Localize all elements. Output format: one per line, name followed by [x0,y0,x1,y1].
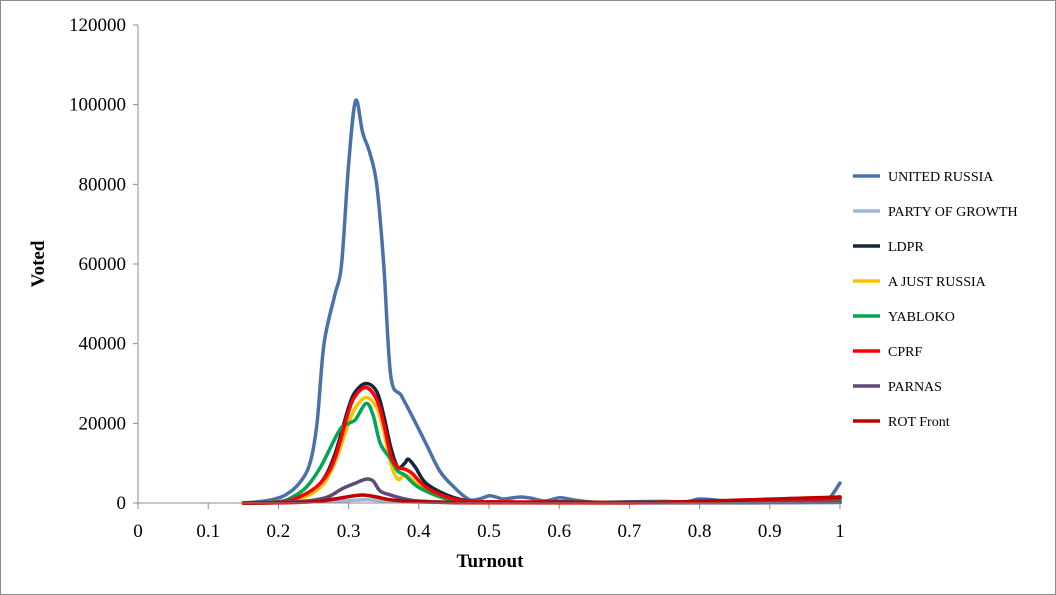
y-tick-label: 40000 [79,334,127,355]
y-tick-label: 100000 [69,95,126,116]
x-tick-label: 0.4 [407,521,431,542]
series-line-yabloko [241,401,842,505]
x-tick-label: 0.8 [688,521,712,542]
legend-label-rot-front: ROT Front [888,415,950,430]
x-tick-label: 0.2 [267,521,291,542]
legend-label-cprf: CPRF [888,345,922,360]
series-line-a-just-russia [241,395,842,505]
legend-label-yabloko: YABLOKO [888,310,955,325]
x-axis-title: Turnout [457,551,525,572]
y-tick-label: 0 [117,493,127,514]
y-tick-label: 60000 [79,254,127,275]
x-tick-label: 0 [133,521,143,542]
x-tick-label: 1 [835,521,845,542]
x-tick-label: 0.6 [547,521,571,542]
y-tick-label: 20000 [79,413,127,434]
x-tick-label: 0.1 [196,521,220,542]
legend-label-party-of-growth: PARTY OF GROWTH [888,205,1018,220]
legend-label-a-just-russia: A JUST RUSSIA [888,275,987,290]
y-tick-label: 80000 [79,174,127,195]
y-axis-title: Voted [28,240,49,287]
x-tick-label: 0.9 [758,521,782,542]
legend-label-united-russia: UNITED RUSSIA [888,170,994,185]
x-tick-label: 0.5 [477,521,501,542]
x-tick-label: 0.3 [337,521,361,542]
y-tick-label: 120000 [69,15,126,36]
legend-label-ldpr: LDPR [888,240,924,255]
legend-label-parnas: PARNAS [888,380,942,395]
x-tick-label: 0.7 [618,521,642,542]
